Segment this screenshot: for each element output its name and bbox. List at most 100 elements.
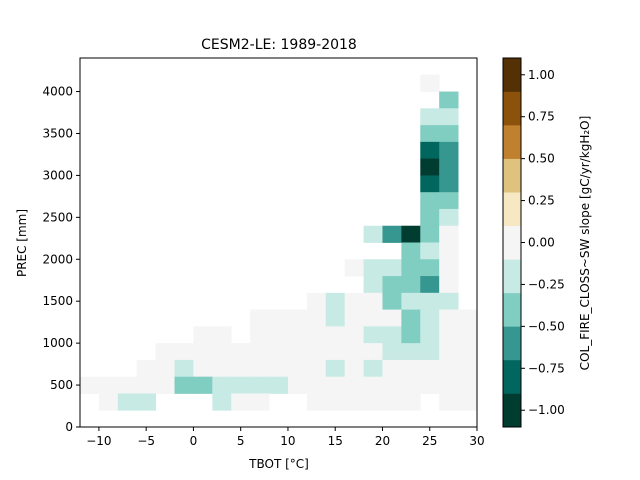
heatmap-cell [306,292,327,310]
heatmap-cell [174,359,194,378]
colorbar-tick-label: 1.00 [528,68,555,82]
chart-title: CESM2-LE: 1989-2018 [201,37,357,53]
colorbar-segment [503,259,521,294]
heatmap-cell [420,359,440,378]
colorbar-tick-label: −0.75 [528,361,565,375]
heatmap-cell [401,326,421,344]
heatmap-cell [344,259,364,277]
heatmap-cell [420,192,440,210]
heatmap-cell [363,309,383,327]
heatmap-cell [287,309,308,327]
heatmap-cell [306,309,327,327]
y-tick-label: 3500 [42,126,73,140]
heatmap-cell [136,359,157,378]
heatmap-cell [401,259,421,277]
plot-frame [79,57,478,428]
heatmap-cell [439,192,459,210]
heatmap-cell [420,309,440,327]
heatmap-cell [344,376,364,394]
heatmap-cell [231,393,251,411]
heatmap-cell [439,343,459,361]
heatmap-cell [306,343,327,361]
colorbar-segment [503,192,521,227]
heatmap-cell [287,343,308,361]
heatmap-cell [420,125,440,143]
y-tick-label: 2500 [42,210,73,224]
heatmap-cell [363,276,383,294]
heatmap-cell [439,292,459,310]
colorbar-tick-label: 0.00 [528,236,555,250]
heatmap-cell [193,359,213,378]
heatmap-cell [439,91,459,109]
heatmap-cell [325,376,346,394]
heatmap-cell [363,259,383,277]
heatmap-cell [269,359,289,378]
y-tick-label: 500 [50,378,73,392]
heatmap-cell [212,376,232,394]
heatmap-cell [420,158,440,176]
colorbar-segment [503,58,521,92]
heatmap-cell [325,359,346,378]
y-tick-label: 1500 [42,294,73,308]
heatmap-cell [98,393,119,411]
heatmap-cell [193,326,213,344]
heatmap-cell [382,309,402,327]
heatmap-cell [250,326,270,344]
colorbar-segment [503,359,521,394]
colorbar-segment [503,158,521,193]
x-tick-label: 0 [190,434,198,448]
heatmap-cell [325,326,346,344]
y-tick-label: 4000 [42,85,73,99]
heatmap-cell [420,108,440,126]
colorbar-label: COL_FIRE_CLOSS~SW slope [gC/yr/kgH₂O] [578,116,592,371]
heatmap-cell [363,376,383,394]
heatmap-cell [325,292,346,310]
heatmap-cell [420,175,440,193]
y-axis-label: PREC [mm] [15,209,29,277]
heatmap-cell [420,225,440,243]
heatmap-cell [269,309,289,327]
heatmap-cell [401,292,421,310]
x-tick-label: −5 [137,434,155,448]
heatmap-cell [306,326,327,344]
heatmap-cell [439,242,459,260]
heatmap-cell [382,225,402,243]
heatmap-cell [306,359,327,378]
x-tick-label: 25 [422,434,437,448]
heatmap-cell [401,309,421,327]
colorbar-segment [503,225,521,260]
heatmap-cell [401,393,421,411]
heatmap-cell [382,292,402,310]
heatmap-cell [420,376,440,394]
heatmap-cell [439,158,459,176]
heatmap-cell [458,343,478,361]
colorbar-tick-label: −0.25 [528,277,565,291]
heatmap-cell [212,359,232,378]
heatmap-cells [80,74,478,411]
heatmap-cell [212,343,232,361]
heatmap-cell [458,376,478,394]
heatmap-cell [439,376,459,394]
heatmap-cell [439,141,459,160]
x-tick-label: 10 [280,434,295,448]
x-tick-label: 5 [237,434,245,448]
heatmap-cell [306,376,327,394]
heatmap-cell [382,326,402,344]
heatmap-cell [401,225,421,243]
y-tick-label: 3000 [42,168,73,182]
heatmap-cell [439,326,459,344]
heatmap-cell [117,376,138,394]
heatmap-cell [420,343,440,361]
heatmap-cell [420,242,440,260]
heatmap-cell [80,376,100,394]
colorbar-tick-label: 0.25 [528,194,555,208]
heatmap-cell [155,343,175,361]
heatmap-cell [117,393,138,411]
colorbar: −1.00 −0.75 −0.50 −0.25 0.00 0.25 0.50 0.75 1.00 [502,57,565,428]
heatmap-cell [231,359,251,378]
heatmap-cell [363,393,383,411]
heatmap-cell [193,376,213,394]
heatmap-cell [439,208,459,227]
heatmap-cell [420,208,440,227]
